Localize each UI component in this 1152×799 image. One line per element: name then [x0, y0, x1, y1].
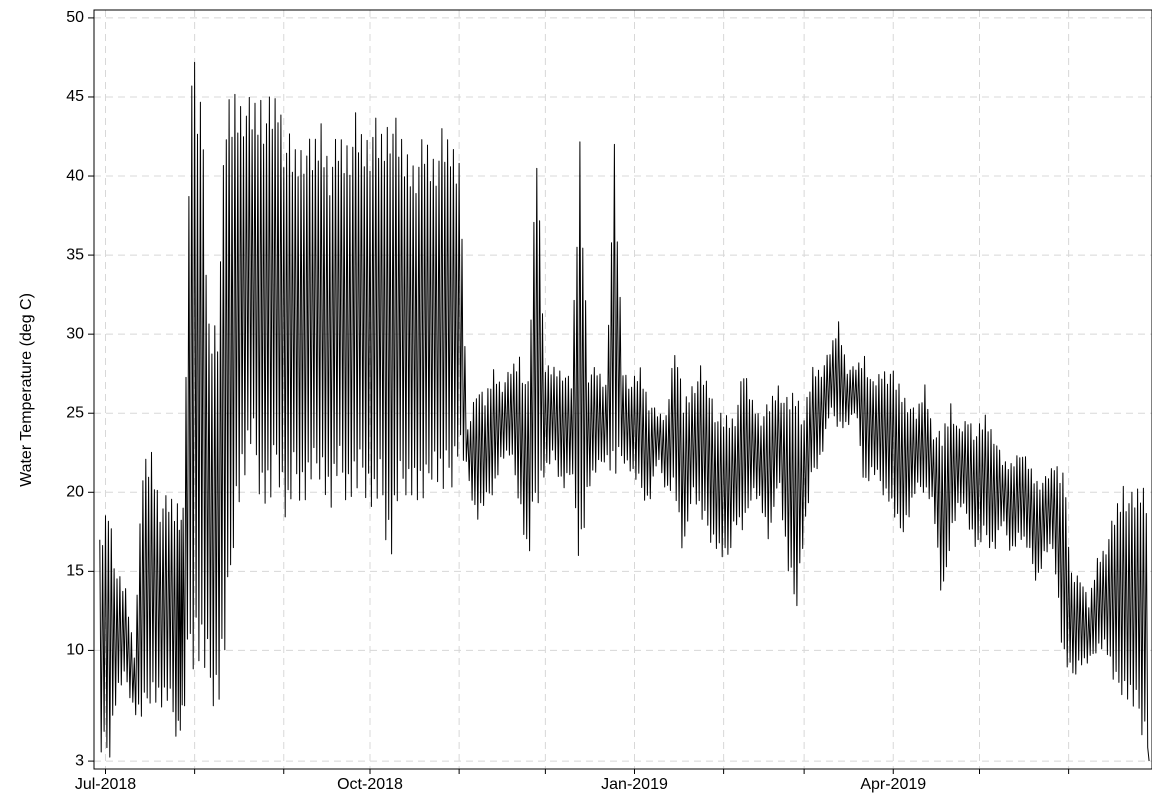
grid-lines — [94, 10, 1152, 769]
y-tick-label: 40 — [66, 167, 84, 184]
y-axis-label: Water Temperature (deg C) — [18, 293, 35, 487]
y-tick-label: 3 — [75, 752, 84, 769]
x-tick-label: Jan-2019 — [601, 776, 668, 793]
y-tick-label: 50 — [66, 9, 84, 26]
x-tick-label: Apr-2019 — [860, 776, 926, 793]
y-tick-label: 10 — [66, 642, 84, 659]
x-axis-ticks: Jul-2018 Oct-2018 Jan-2019 Apr-2019 — [75, 769, 1070, 793]
y-tick-label: 15 — [66, 563, 84, 580]
series-lines — [99, 61, 1150, 762]
y-tick-label: 25 — [66, 404, 84, 421]
x-tick-label: Oct-2018 — [337, 776, 403, 793]
y-axis-ticks: 3 10 15 20 25 30 35 40 45 50 — [66, 9, 94, 769]
x-tick-label: Jul-2018 — [75, 776, 136, 793]
plot-frame — [93, 9, 1152, 770]
y-tick-label: 45 — [66, 88, 84, 105]
y-tick-label: 35 — [66, 246, 84, 263]
y-tick-label: 20 — [66, 484, 84, 501]
series-line — [99, 61, 1150, 762]
y-tick-label: 30 — [66, 325, 84, 342]
